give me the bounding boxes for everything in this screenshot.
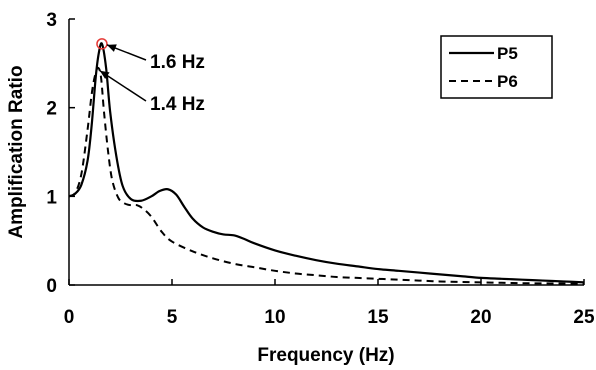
y-axis-title: Amplification Ratio — [6, 65, 27, 238]
x-tick-label: 10 — [264, 307, 285, 328]
x-tick-label: 20 — [470, 307, 491, 328]
legend-box — [440, 35, 553, 99]
axes — [68, 19, 584, 286]
y-tick-label: 2 — [46, 99, 57, 120]
tick-labels: 0 5 10 15 20 25 0 1 2 3 — [46, 10, 595, 328]
y-tick-label: 0 — [46, 276, 57, 297]
legend-label-p5: P5 — [497, 44, 518, 63]
series-layer — [68, 42, 585, 285]
annotation-arrow-1-4hz — [99, 70, 147, 102]
peak-marker-circle — [96, 38, 108, 50]
series-line-p6 — [68, 66, 585, 285]
x-tick-label: 0 — [64, 307, 75, 328]
x-axis-title: Frequency (Hz) — [257, 345, 394, 366]
x-tick-label: 5 — [167, 307, 178, 328]
legend: P5 P6 — [440, 35, 553, 99]
annotation-label-1-4hz: 1.4 Hz — [150, 94, 205, 115]
series-line-p5 — [68, 42, 585, 284]
annotation-arrowhead-1-6hz — [106, 44, 117, 52]
annotation-label-1-6hz: 1.6 Hz — [150, 52, 205, 73]
x-tick-label: 15 — [367, 307, 389, 328]
legend-label-p6: P6 — [497, 72, 518, 91]
annotations: 1.6 Hz 1.4 Hz — [96, 38, 205, 115]
y-tick-label: 3 — [46, 10, 57, 31]
ticks — [68, 18, 585, 286]
y-tick-label: 1 — [46, 187, 57, 208]
annotation-arrowhead-1-4hz — [99, 70, 110, 80]
x-tick-label: 25 — [573, 307, 595, 328]
